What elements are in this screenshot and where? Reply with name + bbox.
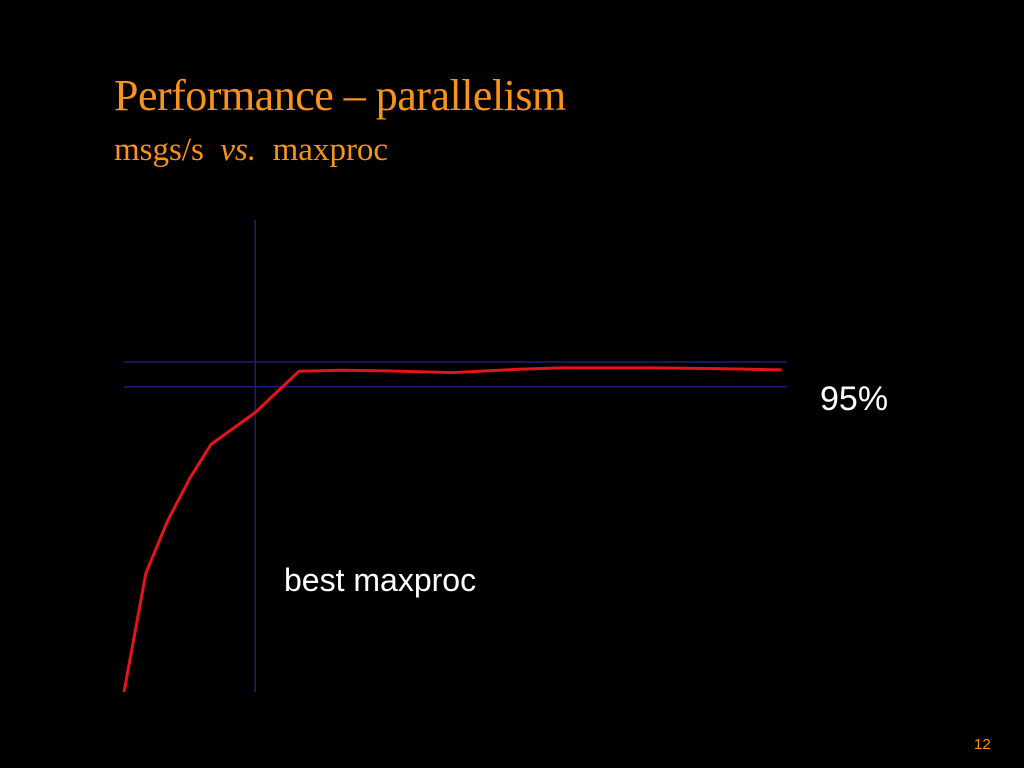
throughput-curve — [122, 366, 782, 693]
page-number: 12 — [974, 736, 991, 753]
subtitle-y-metric: msgs/s — [114, 132, 204, 168]
threshold-label: 95% — [820, 380, 889, 418]
slide-title: Performance – parallelism — [114, 71, 566, 120]
best-maxproc-label: best maxproc — [284, 562, 477, 598]
subtitle-x-metric: maxproc — [272, 132, 389, 168]
slide-subtitle: msgs/s vs. maxproc — [114, 130, 388, 170]
subtitle-vs: vs. — [220, 132, 257, 168]
